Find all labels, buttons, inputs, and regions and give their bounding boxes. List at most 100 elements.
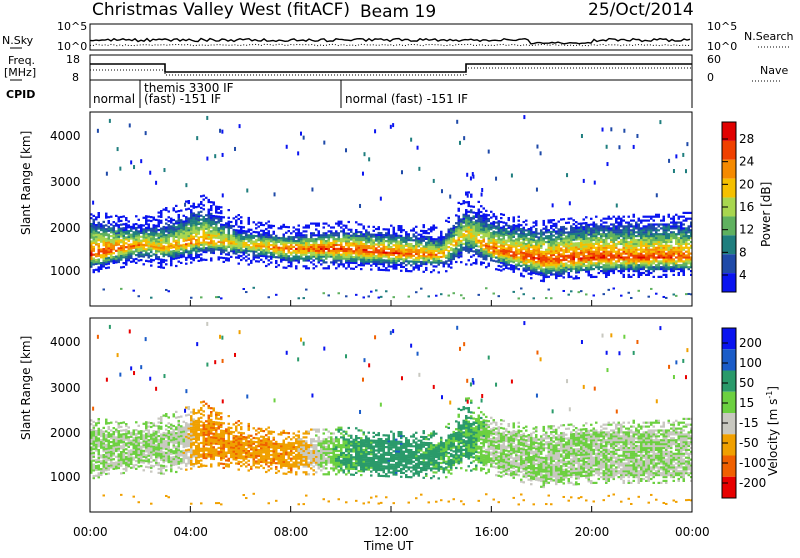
power-cell — [238, 226, 241, 228]
power-cell — [395, 246, 398, 248]
power-cell — [565, 263, 568, 265]
power-cell — [485, 221, 488, 223]
power-cell — [193, 212, 196, 214]
power-cell — [163, 261, 166, 263]
power-cell — [308, 246, 311, 248]
power-cell — [498, 232, 501, 234]
power-cell — [235, 237, 238, 239]
power-cell — [480, 263, 483, 265]
power-cell — [545, 268, 548, 270]
power-cell — [538, 244, 541, 246]
power-cell — [165, 223, 168, 225]
power-cell — [675, 222, 678, 224]
power-cell — [405, 233, 408, 235]
power-cell — [655, 235, 658, 237]
power-cell — [163, 228, 166, 230]
power-cell — [120, 255, 123, 257]
power-cell — [450, 253, 453, 255]
power-cell — [593, 262, 596, 264]
power-cell — [648, 254, 651, 256]
power-cell — [388, 252, 391, 254]
power-cell — [473, 221, 476, 223]
power-cell — [95, 269, 98, 271]
power-cell — [438, 240, 441, 242]
power-cell — [190, 297, 193, 299]
power-cell — [193, 232, 196, 234]
power-cell — [328, 236, 331, 238]
power-cell — [168, 255, 171, 257]
power-cell — [123, 266, 126, 268]
power-cell — [633, 241, 636, 243]
power-cell — [113, 256, 116, 258]
power-cell — [190, 225, 193, 227]
power-cell — [458, 241, 461, 243]
power-cell — [240, 236, 243, 238]
power-cell — [323, 236, 326, 238]
power-cell — [248, 248, 251, 250]
power-cell — [575, 237, 578, 239]
power-cell — [343, 252, 346, 254]
power-cell — [493, 240, 496, 242]
power-cell — [395, 262, 398, 264]
power-cell — [395, 260, 398, 262]
power-cell — [540, 253, 543, 255]
power-cell — [433, 228, 436, 230]
power-cell — [680, 233, 683, 235]
power-cell — [675, 266, 678, 268]
power-cell — [503, 249, 506, 251]
power-cell — [570, 262, 573, 264]
power-cell — [235, 241, 238, 243]
power-cell — [203, 216, 206, 218]
power-cell — [445, 245, 448, 247]
power-cell — [125, 217, 128, 219]
power-cell — [498, 222, 501, 224]
power-cell — [223, 239, 226, 241]
power-cell — [443, 261, 446, 263]
power-cell — [585, 293, 588, 295]
power-cell — [118, 230, 121, 232]
power-cell — [480, 221, 483, 223]
power-cell — [525, 270, 528, 272]
power-cell — [585, 269, 588, 271]
power-cell — [210, 217, 213, 219]
power-cell — [513, 244, 516, 246]
power-cell — [570, 233, 573, 235]
power-cell — [603, 241, 606, 243]
power-cell — [188, 254, 191, 256]
power-cell — [635, 222, 638, 224]
power-cell — [620, 249, 623, 251]
power-cell — [95, 243, 98, 245]
power-cell — [475, 253, 478, 255]
power-cell — [510, 256, 513, 258]
power-cell — [628, 237, 631, 239]
power-cell — [213, 252, 216, 254]
power-cell — [668, 237, 671, 239]
power-cell — [615, 220, 618, 222]
power-cell — [158, 219, 161, 221]
power-cell — [373, 247, 376, 249]
power-cell — [433, 179, 435, 183]
power-cell — [298, 261, 301, 263]
power-cell — [650, 245, 653, 247]
power-cell — [685, 254, 688, 256]
power-cell — [508, 238, 511, 240]
power-cell — [590, 255, 593, 257]
power-cell — [550, 252, 553, 254]
power-cell — [143, 224, 146, 226]
power-cell — [325, 258, 328, 260]
power-cell — [463, 136, 465, 140]
power-cell — [620, 254, 623, 256]
power-cell — [430, 230, 433, 232]
power-cell — [108, 228, 111, 230]
power-cell — [583, 263, 586, 265]
power-cell — [180, 256, 183, 258]
power-cell — [225, 234, 228, 236]
power-cell — [570, 239, 573, 241]
power-cell — [623, 245, 626, 247]
power-cell — [535, 269, 538, 271]
power-cell — [448, 258, 451, 260]
power-cell — [155, 252, 158, 254]
power-cell — [280, 243, 283, 245]
power-cell — [633, 229, 636, 231]
power-cell — [680, 266, 683, 268]
